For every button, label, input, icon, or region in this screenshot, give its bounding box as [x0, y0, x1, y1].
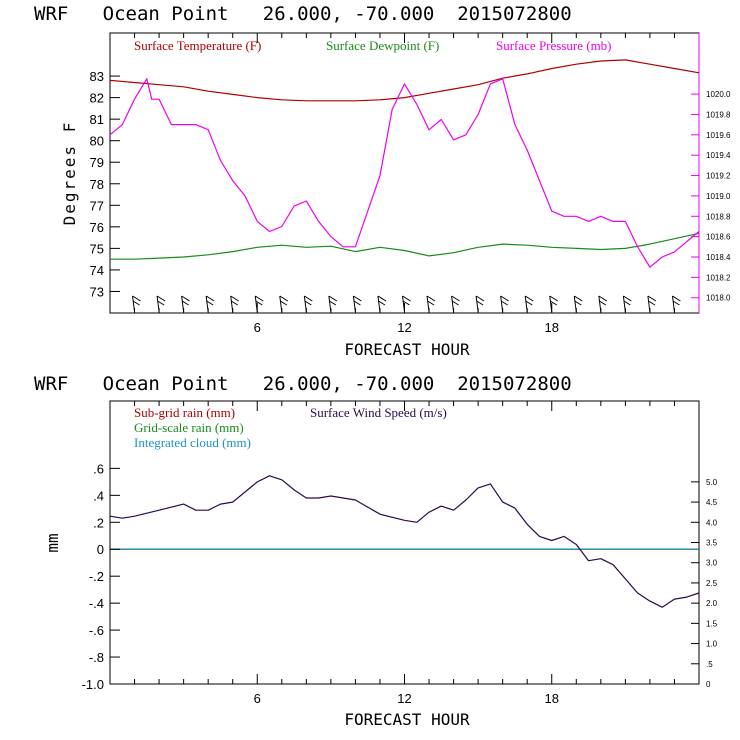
wind-barb — [451, 295, 460, 313]
wind-barb — [156, 295, 166, 313]
y-tick-label-80: 80 — [90, 134, 104, 149]
wind-barb — [622, 295, 632, 313]
wind-barb — [352, 295, 362, 313]
y-tick-label-75: 75 — [90, 241, 104, 256]
x-tick-label-12: 12 — [397, 320, 411, 335]
y-tick-label-83: 83 — [90, 69, 104, 84]
top-axis-ticks: 6 12 18 73 74 75 76 77 78 79 80 81 82 83 1018.0 1018.2 1… — [90, 33, 731, 335]
bottom-chart-title: WRF Ocean Point 26.000, -70.000 20150728… — [34, 373, 572, 395]
y2-tick-label-2-5: 2.5 — [706, 579, 718, 588]
y-tick-label-2: -.2 — [89, 569, 104, 584]
x-tick-label-12: 12 — [397, 691, 411, 706]
y2-tick-label-4-5: 4.5 — [706, 498, 718, 507]
y-tick-label-2: .2 — [93, 515, 104, 530]
series-line-surface-wind-speed-m-s — [109, 475, 700, 608]
wind-barb — [132, 295, 141, 313]
legend-surface-temperature: Surface Temperature (F) — [134, 38, 261, 53]
y-tick-label-78: 78 — [90, 177, 104, 192]
y-tick-label-6: .6 — [93, 461, 104, 476]
y2-tick-label-1019-0: 1019.0 — [706, 192, 731, 201]
y2-tick-label-1018-0: 1018.0 — [706, 294, 731, 303]
legend-surface-dewpoint: Surface Dewpoint (F) — [326, 38, 439, 53]
y2-tick-label-5-0: 5.0 — [706, 478, 718, 487]
series-line-surface-pressure-mb — [109, 78, 700, 268]
y-tick-label-6: -.6 — [89, 623, 104, 638]
wind-barb — [549, 295, 559, 313]
legend-sub-grid-rain: Sub-grid rain (mm) — [134, 405, 235, 420]
series-line-surface-temperature-f — [109, 59, 700, 102]
y2-tick-label-1-0: 1.0 — [706, 640, 718, 649]
bottom-data-marks — [109, 475, 700, 608]
wind-barb — [254, 295, 264, 313]
y2-tick-label-4-0: 4.0 — [706, 518, 718, 527]
legend-surface-wind-speed: Surface Wind Speed (m/s) — [310, 405, 447, 420]
x-tick-label-6: 6 — [254, 691, 261, 706]
y2-tick-label-1019-4: 1019.4 — [706, 151, 731, 160]
wind-barb — [402, 295, 411, 313]
y-tick-label-77: 77 — [90, 198, 104, 213]
y-tick-label-4: .4 — [93, 488, 104, 503]
wind-barb — [328, 295, 338, 313]
top-y-axis-label: Degrees F — [60, 121, 79, 226]
wind-barb — [377, 295, 387, 313]
y2-tick-label-1018-6: 1018.6 — [706, 233, 731, 242]
series-line-surface-dewpoint-f — [110, 232, 700, 260]
top-chart-title: WRF Ocean Point 26.000, -70.000 20150728… — [34, 3, 572, 25]
y-tick-label-73: 73 — [90, 284, 104, 299]
y2-tick-label-3-0: 3.0 — [706, 559, 718, 568]
y2-tick-label-2-0: 2.0 — [706, 599, 718, 608]
y-tick-label-79: 79 — [90, 155, 104, 170]
y2-tick-label-0: 0 — [706, 680, 711, 689]
top-plot-frame — [109, 32, 700, 314]
wind-barb — [303, 295, 313, 313]
bottom-y-axis-label: mm — [43, 533, 62, 552]
x-tick-label-6: 6 — [254, 320, 261, 335]
y2-tick-label-1018-4: 1018.4 — [706, 253, 731, 262]
y2-tick-label-1019-2: 1019.2 — [706, 172, 731, 181]
wind-barb — [279, 295, 289, 313]
y-tick-label-0: 0 — [97, 542, 104, 557]
wind-barb — [598, 295, 608, 313]
bottom-x-axis-label: FORECAST HOUR — [344, 710, 470, 729]
y2-tick-label-5: .5 — [706, 660, 713, 669]
y2-tick-label-1019-8: 1019.8 — [706, 110, 731, 119]
legend-integrated-cloud: Integrated cloud (mm) — [134, 435, 251, 450]
legend-surface-pressure: Surface Pressure (mb) — [496, 38, 612, 53]
wind-barb — [426, 295, 436, 313]
y2-tick-label-1020-0: 1020.0 — [706, 90, 731, 99]
wind-barb — [230, 295, 239, 313]
x-tick-label-18: 18 — [545, 320, 559, 335]
top-data-marks — [109, 59, 700, 268]
y2-tick-label-1018-8: 1018.8 — [706, 212, 731, 221]
x-tick-label-18: 18 — [545, 691, 559, 706]
wind-barb — [671, 295, 681, 313]
y-tick-label-81: 81 — [90, 112, 104, 127]
y-tick-label-8: -.8 — [89, 650, 104, 665]
wind-barb — [573, 295, 583, 313]
wind-barb — [181, 295, 190, 313]
temperature-pressure-panel: WRF Ocean Point 26.000, -70.000 20150728… — [34, 3, 731, 359]
y2-tick-label-3-5: 3.5 — [706, 539, 718, 548]
wind-barb — [205, 295, 215, 313]
rain-wind-panel: WRF Ocean Point 26.000, -70.000 20150728… — [34, 373, 718, 729]
legend-grid-scale-rain: Grid-scale rain (mm) — [134, 420, 244, 435]
wind-barb — [475, 295, 485, 313]
wind-barb-row — [132, 295, 681, 313]
y-tick-label-4: -.4 — [89, 596, 104, 611]
y-tick-label-74: 74 — [90, 263, 104, 278]
wind-barb — [500, 295, 509, 313]
y-tick-label-1-0: -1.0 — [82, 677, 104, 692]
y2-tick-label-1-5: 1.5 — [706, 619, 718, 628]
top-x-axis-label: FORECAST HOUR — [344, 340, 470, 359]
bottom-axis-ticks: 6 12 18 -1.0 -.8 -.6 -.4 -.2 0 .2 .4 .6 0 .5 1.0 1.5 2.0… — [82, 401, 718, 706]
y2-tick-label-1019-6: 1019.6 — [706, 131, 731, 140]
y-tick-label-82: 82 — [90, 91, 104, 106]
y-tick-label-76: 76 — [90, 220, 104, 235]
wind-barb — [647, 295, 657, 313]
y2-tick-label-1018-2: 1018.2 — [706, 273, 731, 282]
wind-barb — [524, 295, 534, 313]
